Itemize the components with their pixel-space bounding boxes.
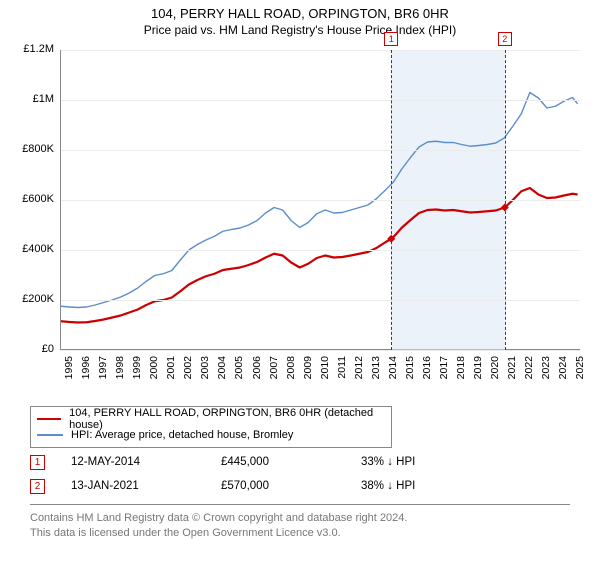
transaction-date: 13-JAN-2021 <box>71 480 221 492</box>
transaction-row: 2 13-JAN-2021£570,00038% ↓ HPI <box>30 474 570 498</box>
x-tick-label: 2012 <box>353 356 365 386</box>
x-tick-label: 2001 <box>165 356 177 386</box>
x-tick-label: 2013 <box>370 356 382 386</box>
x-tick-label: 2021 <box>506 356 518 386</box>
x-tick-label: 2016 <box>421 356 433 386</box>
x-tick-label: 2002 <box>182 356 194 386</box>
x-tick-label: 2003 <box>199 356 211 386</box>
transaction-price: £445,000 <box>221 456 361 468</box>
legend-label: HPI: Average price, detached house, Brom… <box>71 429 293 441</box>
x-tick-label: 2008 <box>285 356 297 386</box>
x-tick-label: 2007 <box>268 356 280 386</box>
legend: 104, PERRY HALL ROAD, ORPINGTON, BR6 0HR… <box>30 406 392 448</box>
y-tick-label: £1.2M <box>10 43 54 55</box>
x-tick-label: 1997 <box>97 356 109 386</box>
sale-marker-line <box>505 50 506 350</box>
x-tick-label: 1999 <box>131 356 143 386</box>
x-tick-label: 2022 <box>523 356 535 386</box>
x-tick-label: 1998 <box>114 356 126 386</box>
x-tick-label: 2005 <box>233 356 245 386</box>
x-tick-label: 2023 <box>540 356 552 386</box>
chart-title: 104, PERRY HALL ROAD, ORPINGTON, BR6 0HR <box>0 6 600 21</box>
transaction-table: 1 12-MAY-2014£445,00033% ↓ HPI 2 13-JAN-202… <box>30 450 570 498</box>
x-tick-label: 2011 <box>336 356 348 386</box>
footer: Contains HM Land Registry data © Crown c… <box>30 504 570 541</box>
y-tick-label: £1M <box>10 93 54 105</box>
y-tick-label: £0 <box>10 343 54 355</box>
transaction-pct: 38% ↓ HPI <box>361 480 415 492</box>
x-tick-label: 2024 <box>557 356 569 386</box>
sale-marker-badge: 1 <box>384 32 398 46</box>
transaction-badge: 2 <box>30 479 45 494</box>
chart: 12 £0£200K£400K£600K£800K£1M£1.2M1995199… <box>8 50 590 390</box>
x-tick-label: 2025 <box>574 356 586 386</box>
x-tick-label: 2020 <box>489 356 501 386</box>
x-tick-label: 2015 <box>404 356 416 386</box>
legend-swatch <box>37 418 61 420</box>
x-tick-label: 1995 <box>63 356 75 386</box>
transaction-badge: 1 <box>30 455 45 470</box>
footer-line1: Contains HM Land Registry data © Crown c… <box>30 511 570 526</box>
y-tick-label: £400K <box>10 243 54 255</box>
x-tick-label: 2009 <box>302 356 314 386</box>
x-tick-label: 2017 <box>438 356 450 386</box>
x-tick-label: 2018 <box>455 356 467 386</box>
x-tick-label: 2014 <box>387 356 399 386</box>
x-tick-label: 2000 <box>148 356 160 386</box>
legend-swatch <box>37 434 63 436</box>
legend-item: 104, PERRY HALL ROAD, ORPINGTON, BR6 0HR… <box>37 411 385 427</box>
y-tick-label: £600K <box>10 193 54 205</box>
transaction-date: 12-MAY-2014 <box>71 456 221 468</box>
y-tick-label: £200K <box>10 293 54 305</box>
legend-label: 104, PERRY HALL ROAD, ORPINGTON, BR6 0HR… <box>69 407 385 431</box>
sale-marker-badge: 2 <box>498 32 512 46</box>
sale-marker-line <box>391 50 392 350</box>
x-tick-label: 1996 <box>80 356 92 386</box>
x-tick-label: 2010 <box>319 356 331 386</box>
series-property <box>61 188 578 323</box>
x-tick-label: 2004 <box>216 356 228 386</box>
plot-area: 12 <box>60 50 580 350</box>
x-tick-label: 2019 <box>472 356 484 386</box>
y-tick-label: £800K <box>10 143 54 155</box>
x-tick-label: 2006 <box>251 356 263 386</box>
transaction-pct: 33% ↓ HPI <box>361 456 415 468</box>
footer-line2: This data is licensed under the Open Gov… <box>30 526 570 541</box>
transaction-price: £570,000 <box>221 480 361 492</box>
transaction-row: 1 12-MAY-2014£445,00033% ↓ HPI <box>30 450 570 474</box>
